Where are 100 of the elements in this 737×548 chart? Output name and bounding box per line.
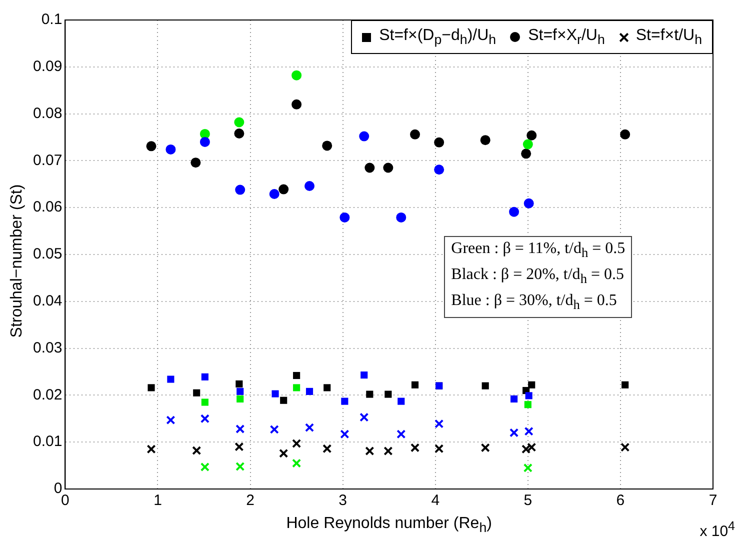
point <box>396 212 406 222</box>
point <box>236 380 243 388</box>
text: x 10$^{4}$ <box>700 519 735 540</box>
point <box>383 162 394 173</box>
y-tick-label: 0.1 <box>41 11 62 28</box>
legend-label: St=f×t/U$_{h}$ <box>636 27 702 48</box>
x-tick-label: 6 <box>616 492 625 510</box>
point <box>146 444 156 454</box>
x-tick-label: 7 <box>708 492 718 510</box>
x-tick-label: 3 <box>338 492 347 510</box>
point <box>360 372 368 379</box>
point <box>480 135 490 146</box>
point <box>620 442 630 452</box>
point <box>434 164 444 175</box>
y-tick-label: 0.04 <box>32 292 62 310</box>
point <box>234 128 244 138</box>
point <box>528 381 536 388</box>
point <box>292 458 302 468</box>
point <box>523 463 532 472</box>
point <box>341 398 348 405</box>
point <box>434 444 444 454</box>
point <box>292 438 302 448</box>
point <box>524 198 534 208</box>
point <box>293 372 300 380</box>
point <box>524 401 532 408</box>
point <box>234 442 244 452</box>
y-axis-title: Strouhal−number (St) <box>9 184 27 338</box>
point <box>340 430 350 439</box>
point <box>190 158 201 168</box>
point <box>306 388 314 395</box>
point <box>148 384 155 392</box>
point <box>521 148 532 159</box>
point <box>620 129 630 140</box>
point <box>322 140 332 151</box>
point <box>359 131 370 142</box>
point <box>525 392 532 400</box>
point <box>365 446 374 456</box>
point <box>480 443 490 452</box>
point <box>410 443 420 452</box>
point <box>522 139 533 150</box>
point <box>292 70 302 80</box>
point <box>146 141 156 152</box>
y-tick-label: 0.01 <box>32 433 62 450</box>
point <box>235 184 246 195</box>
y-tick-label: 0.03 <box>32 339 62 356</box>
point <box>193 389 200 396</box>
point <box>509 206 520 217</box>
point <box>166 144 176 154</box>
x-tick-label: 2 <box>246 492 254 510</box>
point <box>270 424 279 434</box>
point <box>522 444 531 454</box>
annotation: Green : β = 11%, t/d$_{h}$ = 0.5 <box>451 238 626 262</box>
point <box>396 430 406 439</box>
point <box>510 395 518 402</box>
point <box>278 184 289 194</box>
point <box>269 189 280 199</box>
point <box>292 99 302 110</box>
point <box>509 428 519 438</box>
point <box>527 442 536 452</box>
point <box>434 419 444 428</box>
point <box>410 129 420 140</box>
point <box>322 444 332 454</box>
point <box>272 390 279 398</box>
point <box>622 381 629 388</box>
point <box>167 376 174 383</box>
point <box>236 395 244 402</box>
annotation: Black : β = 20%, t/d$_{h}$ = 0.5 <box>451 264 626 288</box>
point <box>166 416 176 425</box>
annotation: Blue : β = 30%, t/d$_{h}$ = 0.5 <box>451 291 618 314</box>
point <box>192 446 202 456</box>
point <box>236 424 245 434</box>
y-tick-label: 0.05 <box>32 246 62 263</box>
y-tick-label: 0.09 <box>32 58 62 76</box>
point <box>526 130 537 140</box>
point <box>200 136 210 147</box>
point <box>304 181 315 192</box>
point <box>200 414 210 424</box>
point <box>200 462 210 472</box>
y-tick-label: 0.07 <box>32 152 62 169</box>
x-axis-title: Hole Reynolds number (Re$_{h}$) <box>286 515 492 536</box>
point <box>482 382 489 390</box>
point <box>340 212 350 222</box>
y-tick-label: 0.06 <box>32 198 62 216</box>
y-tick-label: 0 <box>54 480 62 498</box>
point <box>411 381 419 388</box>
point <box>434 137 444 148</box>
point <box>398 398 405 405</box>
point <box>304 423 314 432</box>
point <box>384 390 392 398</box>
point <box>236 388 244 395</box>
y-tick-label: 0.08 <box>32 104 62 122</box>
point <box>234 117 244 128</box>
point <box>236 462 245 472</box>
point <box>524 426 534 436</box>
point <box>366 390 374 398</box>
point <box>360 412 369 422</box>
point <box>364 162 375 173</box>
point <box>293 384 300 392</box>
legend-label: St=f×X$_{r}$/U$_{h}$ <box>528 27 605 48</box>
y-tick-label: 0.02 <box>32 386 62 404</box>
